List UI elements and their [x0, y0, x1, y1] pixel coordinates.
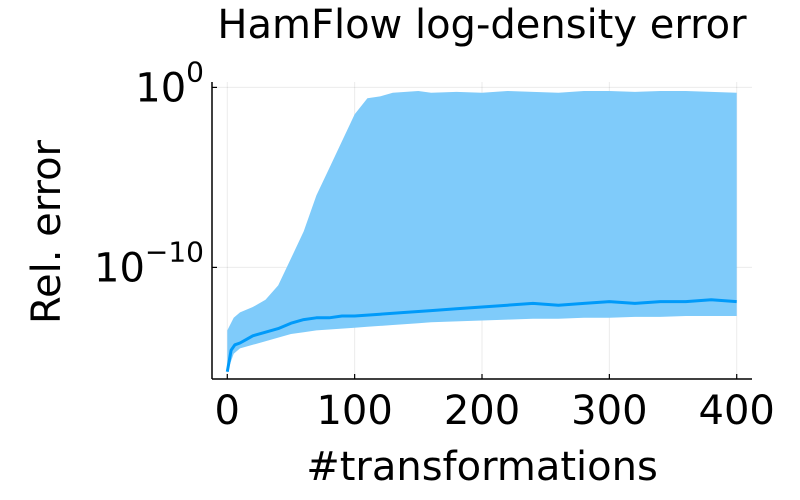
x-tick-label: 400 [699, 388, 775, 434]
x-tick-label: 100 [316, 388, 392, 434]
chart-title: HamFlow log-density error [217, 2, 747, 48]
y-ticks: 100 10−10 [94, 55, 217, 291]
x-tick-label: 300 [571, 388, 647, 434]
plot-area [225, 91, 737, 373]
mean-error-line [225, 298, 737, 373]
x-ticks: 0 100 200 300 400 [215, 374, 775, 434]
x-tick-label: 200 [444, 388, 520, 434]
x-axis-label: #transformations [306, 444, 658, 490]
x-tick-label: 0 [215, 388, 240, 434]
y-tick-label: 10−10 [94, 235, 204, 291]
y-axis-label: Rel. error [24, 139, 70, 324]
y-tick-label: 100 [135, 55, 204, 111]
